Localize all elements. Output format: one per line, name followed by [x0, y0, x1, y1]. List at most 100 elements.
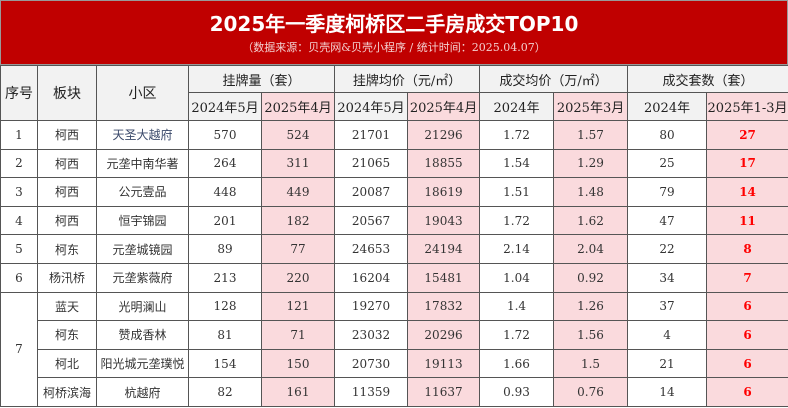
district-cell: 柯桥滨海 — [37, 377, 97, 407]
value-cell: 81 — [188, 320, 262, 350]
district-cell: 柯西 — [37, 177, 97, 207]
value-cell: 47 — [627, 205, 708, 236]
header-deal-price: 成交均价（万/㎡） — [479, 65, 629, 93]
value-cell: 1.51 — [479, 177, 555, 207]
table-row: 3 柯西 公元壹品 448 449 20087 18619 1.51 1.48 79 14 — [0, 177, 788, 207]
value-cell: 24653 — [334, 234, 409, 264]
district-cell: 柯东 — [37, 320, 97, 350]
value-cell: 6 — [706, 320, 788, 350]
value-cell: 15481 — [407, 262, 481, 293]
value-cell: 6 — [706, 377, 788, 407]
value-cell: 7 — [706, 262, 788, 293]
value-cell: 161 — [260, 377, 336, 407]
value-cell: 37 — [627, 291, 708, 322]
value-cell: 14 — [706, 177, 788, 207]
value-cell: 449 — [260, 177, 336, 207]
district-cell: 杨汛桥 — [37, 262, 97, 293]
value-cell: 21701 — [334, 120, 409, 150]
subheader-3: 2025年4月 — [407, 92, 481, 121]
subheader-2: 2024年5月 — [334, 92, 409, 121]
header-district: 板块 — [37, 65, 97, 121]
value-cell: 6 — [706, 291, 788, 322]
value-cell: 34 — [627, 262, 708, 293]
header-listings: 挂牌量（套） — [187, 65, 336, 93]
community-cell: 恒宇锦园 — [96, 205, 189, 236]
value-cell: 20087 — [334, 177, 409, 207]
community-cell: 光明澜山 — [96, 291, 189, 322]
table-row: 4 柯西 恒宇锦园 201 182 20567 19043 1.72 1.62 47 11 — [0, 205, 788, 236]
table-row: 6 杨汛桥 元垄紫薇府 213 220 16204 15481 1.04 0.92 34 7 — [0, 262, 788, 293]
rank-cell: 7 — [0, 291, 38, 407]
value-cell: 6 — [706, 348, 788, 379]
value-cell: 1.4 — [479, 291, 555, 322]
value-cell: 201 — [188, 205, 262, 236]
value-cell: 1.29 — [553, 148, 629, 179]
value-cell: 0.76 — [553, 377, 629, 407]
value-cell: 0.92 — [553, 262, 629, 293]
value-cell: 121 — [260, 291, 336, 322]
community-cell: 元垄紫薇府 — [96, 262, 189, 293]
table-row: 柯北 阳光城元垄璞悦 154 150 20730 19113 1.66 1.5 21 6 — [1, 348, 788, 379]
value-cell: 1.48 — [553, 177, 629, 207]
header-rank: 序号 — [0, 65, 38, 121]
title-banner: 2025年一季度柯桥区二手房成交TOP10 （数据来源：贝壳网&贝壳小程序 / … — [0, 0, 788, 65]
district-cell: 柯北 — [37, 348, 97, 379]
value-cell: 11359 — [334, 377, 409, 407]
value-cell: 21296 — [407, 120, 481, 150]
value-cell: 11 — [706, 205, 788, 236]
community-cell: 赞成香林 — [96, 320, 189, 350]
value-cell: 27 — [706, 120, 788, 150]
value-cell: 1.72 — [479, 320, 555, 350]
rank-cell: 4 — [0, 205, 38, 236]
subheader-6: 2024年 — [627, 92, 708, 121]
value-cell: 11637 — [407, 377, 481, 407]
value-cell: 20296 — [407, 320, 481, 350]
community-cell: 元垄城镜园 — [96, 234, 189, 264]
community-cell: 元垄中南华著 — [96, 148, 189, 179]
value-cell: 17 — [706, 148, 788, 179]
subheader-5: 2025年3月 — [553, 92, 629, 121]
subheader-7: 2025年1-3月 — [706, 92, 788, 121]
value-cell: 14 — [627, 377, 708, 407]
rank-cell: 6 — [0, 262, 38, 293]
rank-cell: 3 — [0, 177, 38, 207]
value-cell: 20567 — [334, 205, 409, 236]
value-cell: 2.04 — [553, 234, 629, 264]
value-cell: 80 — [627, 120, 708, 150]
value-cell: 0.93 — [479, 377, 555, 407]
value-cell: 128 — [188, 291, 262, 322]
value-cell: 22 — [627, 234, 708, 264]
value-cell: 154 — [188, 348, 262, 379]
value-cell: 1.54 — [479, 148, 555, 179]
community-cell: 公元壹品 — [96, 177, 189, 207]
value-cell: 20730 — [334, 348, 409, 379]
value-cell: 1.56 — [553, 320, 629, 350]
value-cell: 1.26 — [553, 291, 629, 322]
value-cell: 1.72 — [479, 205, 555, 236]
value-cell: 19270 — [334, 291, 409, 322]
value-cell: 82 — [188, 377, 262, 407]
value-cell: 19113 — [407, 348, 481, 379]
district-cell: 蓝天 — [37, 291, 97, 322]
value-cell: 71 — [260, 320, 336, 350]
header-deals: 成交套数（套） — [627, 65, 788, 93]
value-cell: 77 — [260, 234, 336, 264]
value-cell: 311 — [260, 148, 336, 179]
community-cell: 阳光城元垄璞悦 — [96, 348, 189, 379]
subheader-0: 2024年5月 — [188, 92, 262, 121]
value-cell: 1.62 — [553, 205, 629, 236]
rank-cell: 1 — [0, 120, 38, 150]
table-row: 2 柯西 元垄中南华著 264 311 21065 18855 1.54 1.29 25 17 — [0, 148, 788, 179]
district-cell: 柯东 — [37, 234, 97, 264]
district-cell: 柯西 — [37, 148, 97, 179]
subheader-1: 2025年4月 — [260, 92, 336, 121]
value-cell: 448 — [188, 177, 262, 207]
value-cell: 264 — [188, 148, 262, 179]
header-list-price: 挂牌均价（元/㎡） — [334, 65, 481, 93]
value-cell: 1.5 — [553, 348, 629, 379]
table-row: 7 蓝天 光明澜山 128 121 19270 17832 1.4 1.26 37 6 — [0, 291, 788, 407]
value-cell: 570 — [188, 120, 262, 150]
value-cell: 79 — [627, 177, 708, 207]
value-cell: 1.04 — [479, 262, 555, 293]
value-cell: 182 — [260, 205, 336, 236]
